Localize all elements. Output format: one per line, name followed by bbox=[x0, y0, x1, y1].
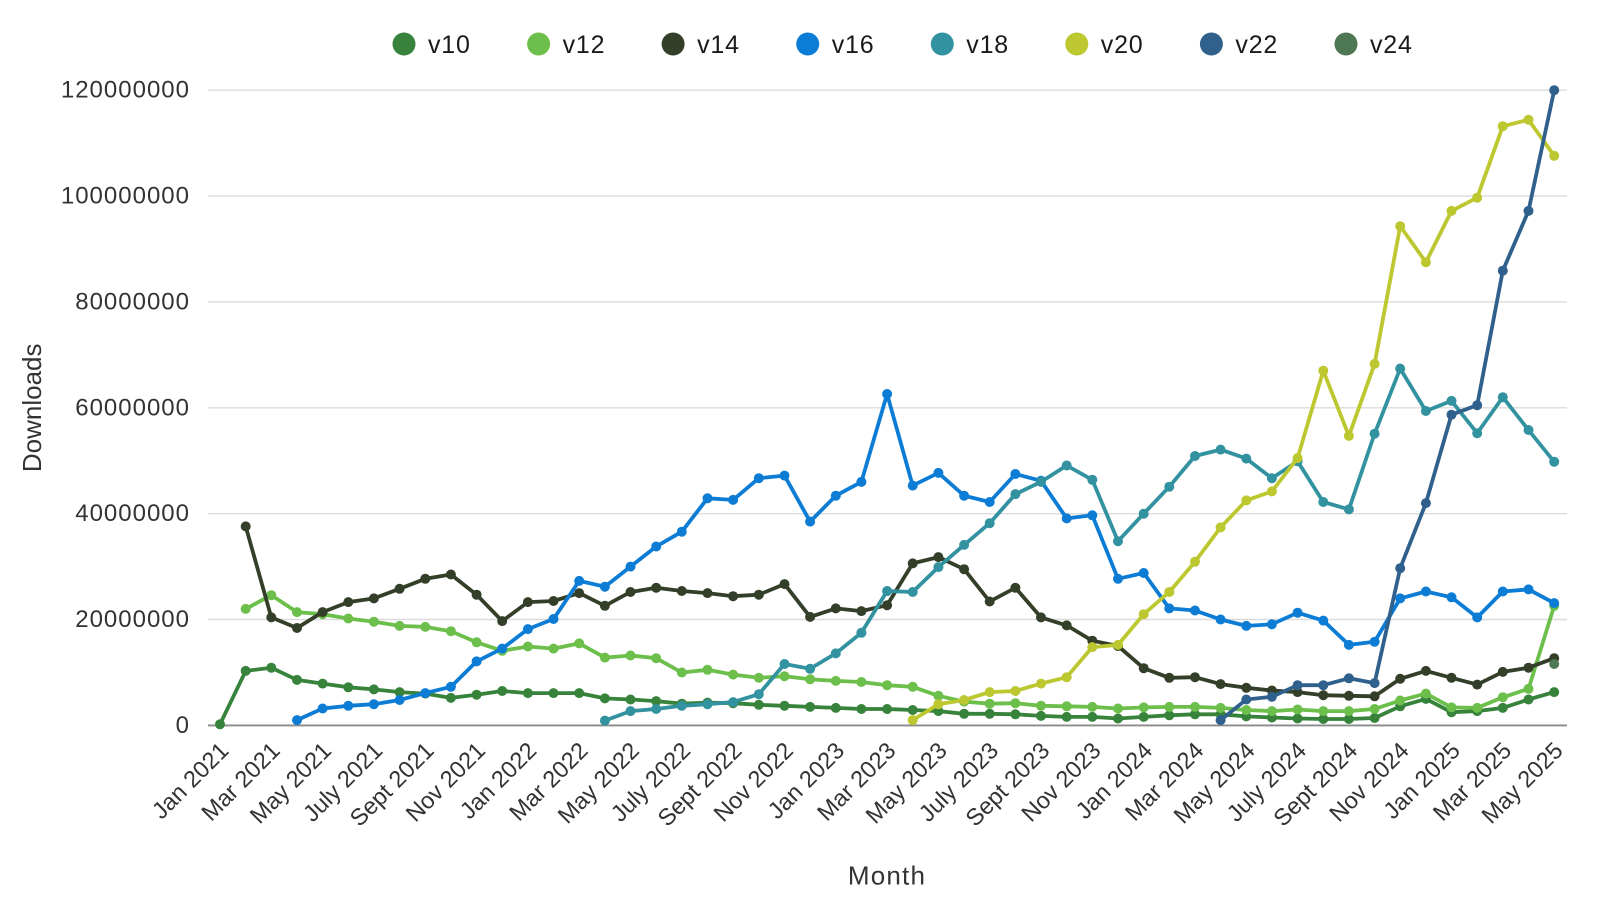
svg-text:v24: v24 bbox=[1370, 31, 1413, 59]
svg-text:v10: v10 bbox=[428, 31, 471, 59]
svg-text:20000000: 20000000 bbox=[75, 606, 190, 633]
svg-text:Month: Month bbox=[848, 861, 926, 891]
svg-text:80000000: 80000000 bbox=[75, 288, 190, 315]
svg-text:v16: v16 bbox=[832, 31, 875, 59]
svg-text:Downloads: Downloads bbox=[17, 343, 47, 472]
svg-text:120000000: 120000000 bbox=[61, 77, 190, 104]
svg-text:v20: v20 bbox=[1101, 31, 1144, 59]
svg-text:v12: v12 bbox=[563, 31, 606, 59]
svg-text:40000000: 40000000 bbox=[75, 500, 190, 527]
svg-text:v14: v14 bbox=[697, 31, 740, 59]
svg-text:v22: v22 bbox=[1235, 31, 1278, 59]
svg-text:60000000: 60000000 bbox=[75, 394, 190, 421]
svg-text:100000000: 100000000 bbox=[61, 183, 190, 210]
svg-text:v18: v18 bbox=[966, 31, 1009, 59]
svg-text:0: 0 bbox=[176, 712, 190, 739]
